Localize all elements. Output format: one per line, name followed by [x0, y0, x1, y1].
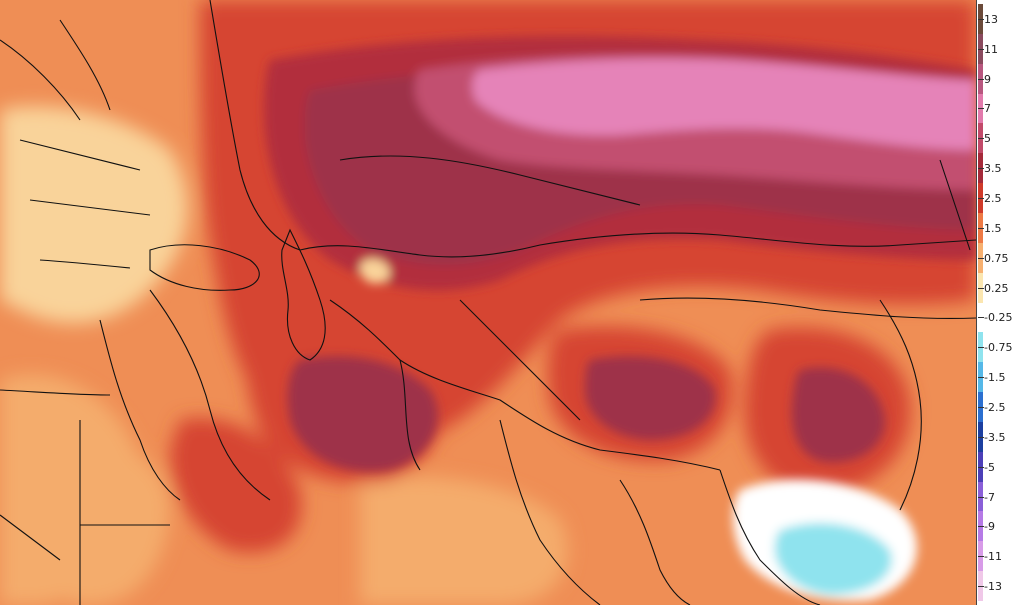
map-canvas	[0, 0, 976, 605]
legend-tick	[978, 257, 984, 259]
border-line-17	[499, 419, 601, 605]
legend-tick	[978, 496, 984, 498]
legend-tick	[978, 227, 984, 229]
legend-tick-label: 2.5	[984, 192, 1002, 206]
border-line-18	[619, 479, 691, 605]
legend-tick	[978, 78, 984, 80]
border-line-9	[99, 319, 181, 501]
legend-tick-label: -7	[984, 490, 995, 504]
border-line-14	[879, 299, 922, 511]
legend-tick	[978, 18, 984, 20]
legend-tick	[978, 406, 984, 408]
field-cyan-seasia	[774, 522, 892, 595]
legend-tick	[978, 138, 984, 140]
legend-tick-label: -3.5	[984, 430, 1006, 444]
legend-tick	[978, 586, 984, 588]
border-line-1	[209, 0, 301, 251]
legend-tick-label: -2.5	[984, 400, 1006, 414]
border-line-10	[0, 389, 111, 396]
anomaly-fields-strong	[264, 36, 976, 601]
field-white-caspian-spot	[360, 258, 390, 284]
legend-tick-label: -9	[984, 520, 995, 534]
border-line-7	[639, 297, 976, 320]
legend-tick	[978, 466, 984, 468]
legend-tick-label: -1.5	[984, 371, 1006, 385]
legend-tick-label: 13	[984, 12, 998, 26]
legend-tick-label: -11	[984, 550, 1002, 564]
legend-tick-label: -0.25	[984, 311, 1013, 325]
border-line-13	[0, 514, 61, 561]
borders	[0, 0, 976, 605]
border-line-5	[399, 359, 421, 471]
field-maroon-china-east	[791, 367, 885, 463]
legend-tick	[978, 436, 984, 438]
legend-tick	[978, 287, 984, 289]
legend-tick	[978, 556, 984, 558]
legend-tick-label: -5	[984, 460, 995, 474]
legend-tick-label: -0.75	[984, 341, 1013, 355]
caspian-outline	[281, 228, 326, 361]
field-maroon-tibet	[585, 356, 716, 440]
legend-tick-label: 11	[984, 42, 998, 56]
legend-tick	[978, 377, 984, 379]
border-line-6	[459, 299, 581, 421]
border-line-8	[149, 289, 271, 501]
border-line-20	[939, 159, 971, 251]
field-pale-europe	[0, 106, 188, 324]
legend-tick	[978, 168, 984, 170]
field-pale-india	[360, 476, 568, 605]
legend-tick	[978, 526, 984, 528]
border-line-16	[0, 19, 111, 121]
legend-tick	[978, 317, 984, 319]
border-line-2	[299, 232, 976, 258]
legend-tick-label: 1.5	[984, 221, 1002, 235]
legend-tick	[978, 108, 984, 110]
legend-tick	[978, 198, 984, 200]
colorbar-legend: 13 11 9 7 5 3.5 2.5 1.5 0.75 0.25 -0.25 -0.75 -1.5 -2…	[976, 0, 1024, 605]
black-sea-outline	[149, 244, 260, 291]
legend-tick-label: 3.5	[984, 162, 1002, 176]
field-pink-siberia	[472, 58, 976, 150]
legend-tick-label: 0.25	[984, 281, 1009, 295]
legend-tick-label: 7	[984, 102, 991, 116]
legend-tick	[978, 48, 984, 50]
border-line-15	[19, 139, 151, 269]
field-maroon-iran	[287, 356, 438, 472]
legend-tick	[978, 347, 984, 349]
field-light-africa-ne	[70, 437, 170, 605]
legend-tick-label: 5	[984, 132, 991, 146]
border-line-19	[719, 469, 821, 605]
legend-tick-label: -13	[984, 580, 1002, 594]
legend-tick-label: 0.75	[984, 251, 1009, 265]
border-line-3	[339, 155, 641, 206]
legend-tick-label: 9	[984, 72, 991, 86]
field-red-arabia	[170, 418, 302, 553]
border-line-4	[329, 299, 721, 471]
